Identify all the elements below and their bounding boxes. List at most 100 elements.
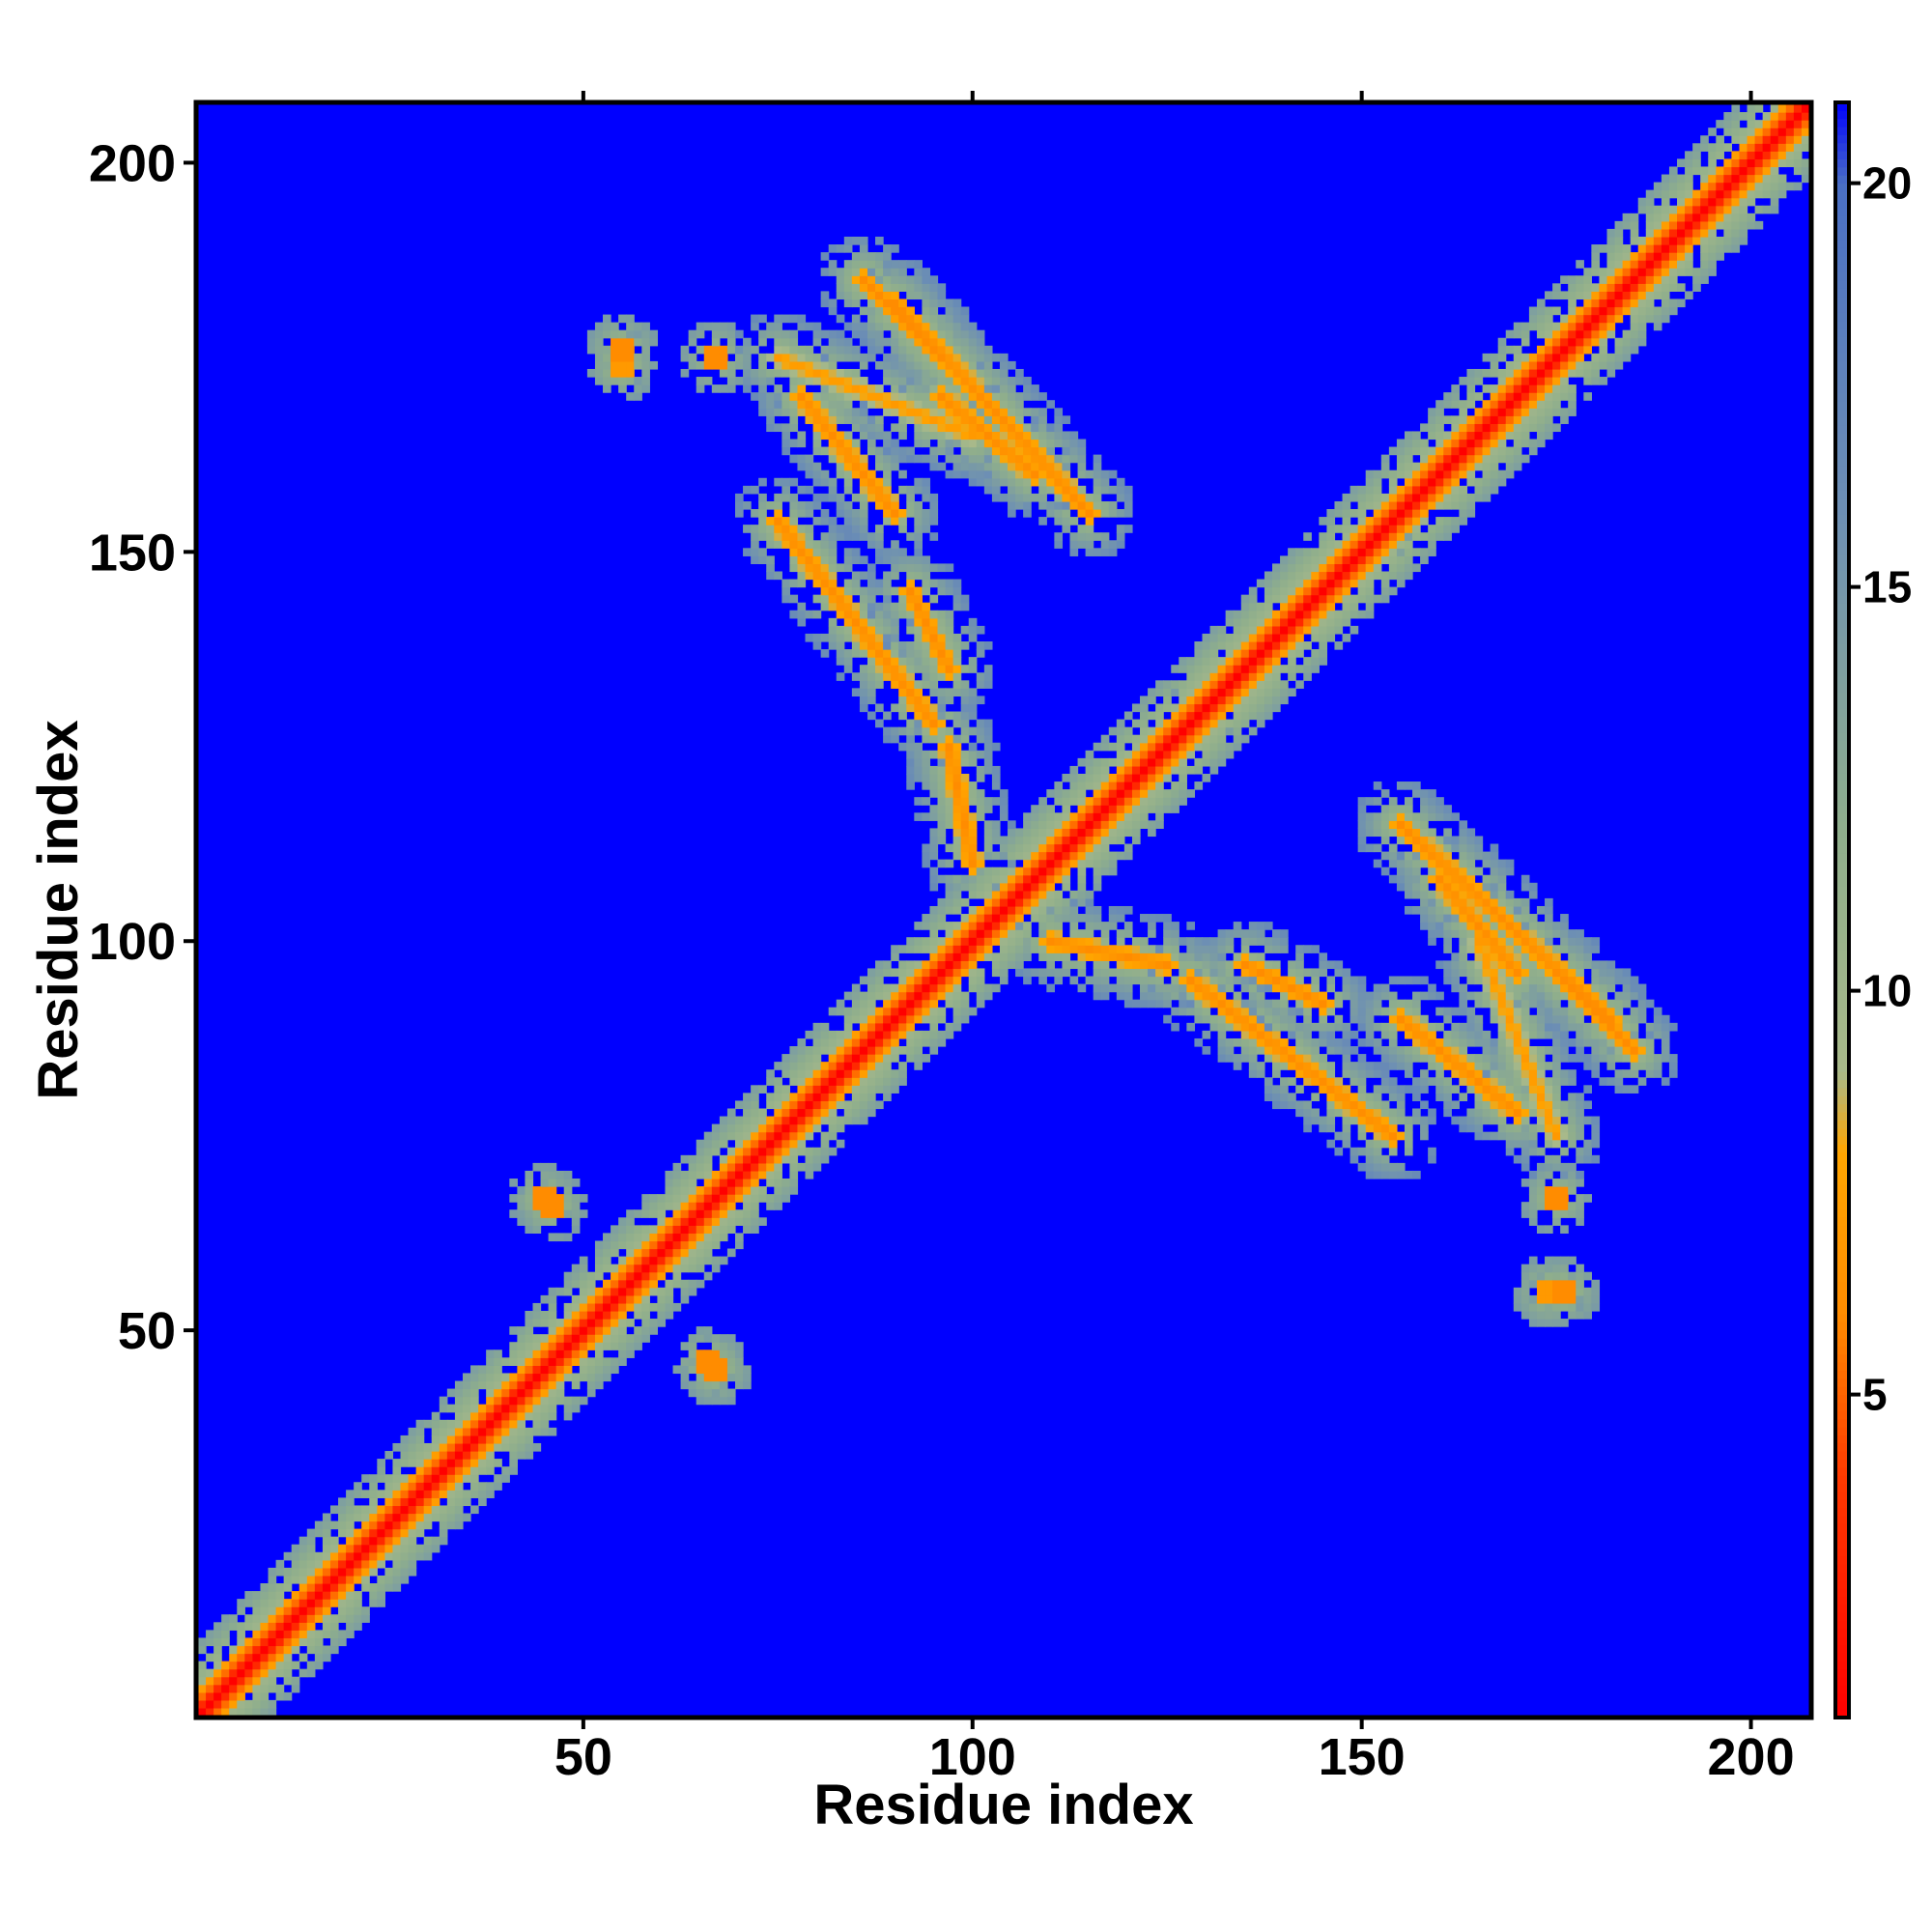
heatmap-cell	[1008, 392, 1016, 401]
heatmap-cell	[579, 1334, 588, 1343]
heatmap-cell	[618, 1256, 627, 1265]
heatmap-cell	[260, 1637, 270, 1647]
heatmap-cell	[1373, 500, 1382, 510]
heatmap-cell	[1225, 657, 1235, 666]
heatmap-cell	[1396, 1131, 1406, 1141]
heatmap-cell	[976, 360, 985, 370]
heatmap-cell	[883, 665, 892, 673]
heatmap-cell	[828, 1108, 838, 1118]
heatmap-cell	[983, 797, 993, 806]
heatmap-cell	[999, 882, 1009, 892]
heatmap-cell	[828, 540, 838, 549]
heatmap-cell	[898, 672, 907, 681]
heatmap-cell	[1388, 540, 1398, 549]
heatmap-cell	[983, 400, 993, 409]
heatmap-cell	[891, 1007, 899, 1016]
heatmap-cell	[291, 1645, 300, 1655]
heatmap-cell	[634, 1240, 642, 1250]
heatmap-cell	[805, 415, 814, 424]
heatmap-cell	[1288, 1100, 1296, 1110]
heatmap-cell	[945, 439, 954, 448]
heatmap-cell	[696, 1186, 705, 1195]
heatmap-cell	[1085, 532, 1094, 541]
heatmap-cell	[906, 1022, 915, 1032]
heatmap-cell	[540, 1357, 550, 1366]
heatmap-cell	[1116, 765, 1125, 775]
heatmap-cell	[1350, 563, 1359, 573]
heatmap-cell	[657, 1209, 667, 1218]
heatmap-cell	[1303, 586, 1312, 596]
heatmap-cell	[1202, 688, 1211, 697]
heatmap-cell	[1008, 500, 1016, 510]
heatmap-cell	[494, 1435, 502, 1444]
heatmap-cell	[494, 1427, 502, 1436]
heatmap-cell	[859, 477, 868, 487]
heatmap-cell	[867, 485, 876, 495]
heatmap-cell	[1342, 1037, 1351, 1047]
heatmap-cell	[1171, 976, 1179, 985]
heatmap-cell	[1163, 765, 1172, 775]
heatmap-cell	[1046, 500, 1055, 510]
heatmap-cell	[891, 368, 899, 378]
heatmap-cell	[268, 1630, 277, 1639]
heatmap-cell	[1179, 789, 1187, 798]
heatmap-cell	[867, 268, 876, 276]
heatmap-cell	[1357, 828, 1367, 838]
heatmap-cell	[820, 563, 830, 573]
heatmap-cell	[696, 1326, 705, 1335]
heatmap-cell	[952, 439, 962, 448]
heatmap-cell	[517, 1186, 526, 1195]
heatmap-cell	[743, 1093, 752, 1102]
heatmap-cell	[922, 392, 931, 401]
heatmap-cell	[851, 236, 861, 245]
heatmap-cell	[1256, 665, 1265, 673]
heatmap-cell	[423, 1482, 433, 1491]
heatmap-cell	[1194, 657, 1204, 666]
heatmap-cell	[960, 641, 970, 650]
heatmap-cell	[563, 1334, 573, 1343]
heatmap-cell	[268, 1591, 277, 1600]
heatmap-cell	[525, 1179, 534, 1187]
heatmap-cell	[960, 392, 970, 401]
heatmap-cell	[914, 360, 923, 370]
heatmap-cell	[937, 976, 947, 985]
heatmap-cell	[314, 1559, 324, 1569]
heatmap-cell	[983, 384, 993, 393]
heatmap-cell	[945, 805, 954, 813]
heatmap-cell	[726, 1194, 736, 1203]
heatmap-cell	[657, 1248, 667, 1258]
heatmap-cell	[797, 563, 807, 573]
heatmap-cell	[812, 594, 822, 604]
heatmap-cell	[1194, 711, 1204, 721]
heatmap-cell	[1077, 773, 1087, 782]
heatmap-cell	[1350, 1077, 1359, 1086]
heatmap-cell	[1248, 696, 1258, 705]
heatmap-cell	[836, 368, 845, 378]
heatmap-cell	[906, 742, 915, 752]
heatmap-cell	[851, 291, 861, 300]
heatmap-cell	[594, 1334, 604, 1343]
heatmap-cell	[1373, 532, 1382, 541]
heatmap-cell	[1264, 594, 1273, 604]
heatmap-cell	[641, 1209, 650, 1218]
heatmap-cell	[1326, 517, 1336, 526]
heatmap-cell	[929, 532, 939, 541]
heatmap-cell	[470, 1490, 479, 1498]
heatmap-cell	[743, 1186, 752, 1195]
heatmap-cell	[774, 500, 782, 510]
heatmap-cell	[618, 1233, 627, 1242]
heatmap-cell	[922, 268, 931, 276]
heatmap-cell	[774, 1170, 782, 1179]
heatmap-cell	[237, 1661, 245, 1670]
heatmap-cell	[1256, 602, 1265, 611]
heatmap-cell	[867, 306, 876, 316]
heatmap-cell	[1100, 937, 1110, 946]
heatmap-cell	[875, 306, 884, 316]
heatmap-cell	[929, 400, 939, 409]
heatmap-cell	[711, 1350, 721, 1358]
heatmap-cell	[991, 773, 1001, 782]
heatmap-cell	[603, 1373, 611, 1382]
heatmap-cell	[525, 1334, 534, 1343]
heatmap-cell	[298, 1583, 308, 1592]
heatmap-cell	[952, 929, 962, 938]
